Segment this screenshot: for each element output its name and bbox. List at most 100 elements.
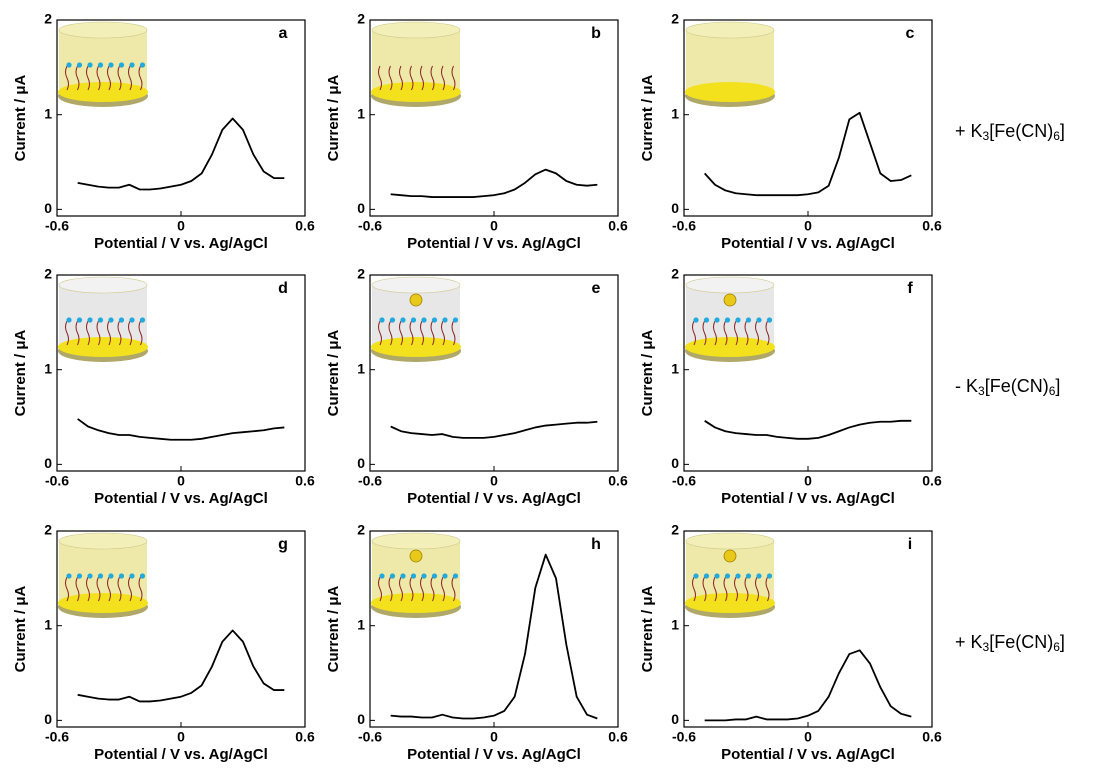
strand — [713, 320, 717, 346]
strand — [388, 576, 393, 602]
x-tick-label: -0.6 — [358, 218, 382, 234]
probe — [97, 573, 104, 579]
curve — [704, 111, 912, 197]
electrode — [371, 82, 461, 102]
strand — [755, 320, 759, 346]
probe — [703, 317, 710, 323]
strand — [75, 320, 80, 346]
cylinder-top — [685, 21, 775, 39]
cylinder-body — [686, 30, 774, 92]
strand — [65, 320, 69, 346]
probe — [118, 317, 125, 323]
strand — [441, 320, 445, 346]
strand — [713, 576, 717, 602]
panel-label: h — [591, 536, 601, 553]
probe — [400, 573, 406, 579]
x-tick-label: 0.6 — [608, 473, 628, 489]
y-tick-label: 2 — [44, 522, 52, 538]
x-tick-label: -0.6 — [45, 729, 69, 745]
cylinder-body — [59, 285, 147, 347]
x-tick-label: 0 — [804, 473, 812, 489]
probe — [400, 317, 406, 323]
strand — [723, 320, 728, 346]
strand — [75, 65, 80, 91]
y-tick-label: 2 — [671, 11, 679, 27]
x-axis-label: Potential / V vs. Ag/AgCl — [721, 746, 895, 763]
probe — [735, 317, 741, 323]
electrode — [371, 593, 461, 613]
y-tick-label: 1 — [671, 616, 679, 632]
curve — [390, 168, 598, 198]
x-tick-label: -0.6 — [45, 218, 69, 234]
y-tick-label: 1 — [671, 105, 679, 121]
curve — [390, 553, 598, 720]
x-tick-label: -0.6 — [358, 473, 382, 489]
y-tick-label: 1 — [357, 105, 365, 121]
y-axis-label: Current / μA — [12, 329, 29, 416]
x-axis-label: Potential / V vs. Ag/AgCl — [407, 235, 581, 252]
strand — [734, 576, 738, 602]
probe — [108, 317, 114, 323]
strand — [96, 576, 101, 602]
x-tick-label: 0 — [804, 218, 812, 234]
probe — [421, 573, 427, 579]
strand — [451, 320, 456, 346]
curve — [704, 419, 912, 440]
probe — [766, 573, 773, 579]
curve — [390, 420, 598, 439]
probe — [129, 573, 135, 579]
x-tick-label: -0.6 — [45, 473, 69, 489]
probe — [756, 573, 762, 579]
strand — [138, 65, 143, 91]
strand — [430, 320, 435, 346]
strand — [86, 576, 90, 602]
probe — [703, 573, 710, 579]
inset-illustration — [685, 21, 775, 107]
nanoparticle — [409, 549, 423, 563]
y-tick-label: 0 — [671, 455, 679, 471]
strand — [138, 576, 143, 602]
strand — [734, 320, 738, 346]
y-tick-label: 2 — [357, 266, 365, 282]
probe — [431, 317, 438, 323]
probe — [745, 317, 752, 323]
panel-label: i — [908, 536, 912, 553]
probe — [87, 317, 93, 323]
probe — [76, 62, 83, 68]
probe — [745, 573, 752, 579]
strand — [86, 320, 90, 346]
strand — [430, 576, 435, 602]
strand — [117, 576, 122, 602]
x-tick-label: -0.6 — [672, 218, 696, 234]
probe — [724, 573, 731, 579]
probe — [389, 317, 396, 323]
electrode — [58, 593, 148, 613]
probe — [431, 573, 438, 579]
strand — [107, 65, 111, 91]
probe — [421, 317, 427, 323]
strand — [420, 65, 424, 91]
cylinder-top — [58, 21, 148, 39]
curve — [77, 629, 285, 703]
strand — [451, 576, 456, 602]
x-tick-label: 0 — [490, 729, 498, 745]
strand — [96, 65, 101, 91]
probe — [714, 573, 720, 579]
y-tick-label: 2 — [44, 11, 52, 27]
inset-illustration — [371, 21, 461, 107]
x-tick-label: 0 — [804, 729, 812, 745]
y-axis-label: Current / μA — [639, 74, 656, 161]
probe — [410, 573, 417, 579]
x-axis-label: Potential / V vs. Ag/AgCl — [407, 746, 581, 763]
y-tick-label: 0 — [671, 711, 679, 727]
y-tick-label: 1 — [357, 616, 365, 632]
probe — [139, 317, 146, 323]
probe — [66, 573, 72, 579]
x-tick-label: 0 — [177, 473, 185, 489]
strand — [378, 576, 382, 602]
y-axis-label: Current / μA — [325, 329, 342, 416]
strand — [86, 65, 90, 91]
y-axis-label: Current / μA — [325, 585, 342, 672]
cylinder-top — [371, 21, 461, 39]
y-tick-label: 2 — [357, 11, 365, 27]
